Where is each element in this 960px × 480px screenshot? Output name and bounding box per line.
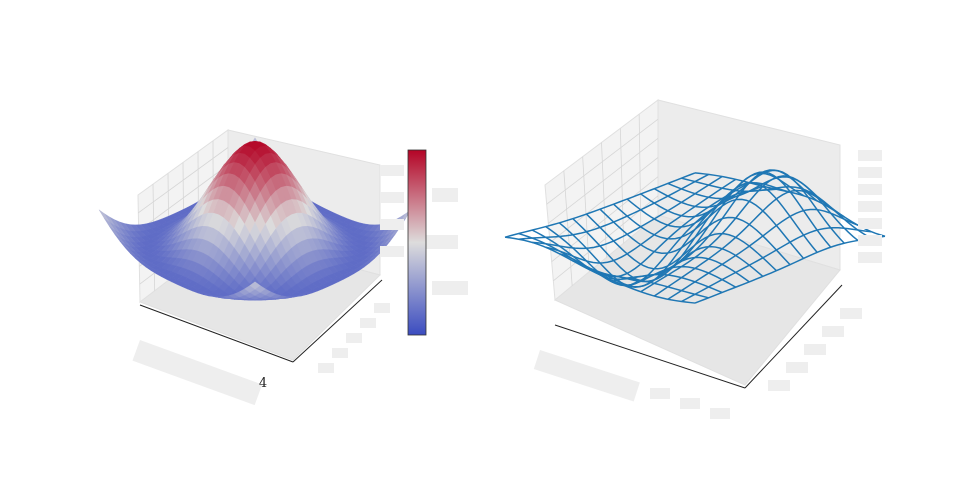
surface-axes: 4 bbox=[98, 129, 468, 406]
axis-label-box bbox=[132, 340, 263, 406]
tick-label-box bbox=[380, 246, 404, 257]
tick-label-box bbox=[380, 192, 404, 203]
tick-label-box bbox=[840, 308, 862, 319]
colorbar bbox=[407, 149, 427, 336]
tick-label-box bbox=[858, 150, 882, 161]
wireframe-axes bbox=[504, 98, 886, 419]
tick-label-box bbox=[786, 362, 808, 373]
axis-line bbox=[139, 304, 294, 363]
tick-label-box bbox=[374, 303, 390, 313]
axis-line bbox=[744, 284, 843, 389]
wireframe-line bbox=[694, 235, 886, 304]
wireframe-line bbox=[558, 222, 750, 288]
tick-label-box bbox=[768, 380, 790, 391]
axis-line bbox=[554, 324, 746, 389]
tick-label-box bbox=[380, 219, 404, 230]
tick-label-box bbox=[858, 167, 882, 178]
axis-label-box bbox=[533, 350, 640, 402]
wireframe-line bbox=[585, 213, 777, 272]
annotation: 4 bbox=[259, 376, 267, 391]
tick-label-box bbox=[858, 218, 882, 229]
tick-label-box bbox=[346, 333, 362, 343]
tick-label-box bbox=[858, 252, 882, 263]
tick-label-box bbox=[822, 326, 844, 337]
tick-label-box bbox=[650, 388, 670, 399]
wireframe-line bbox=[681, 226, 872, 303]
tick-label-box bbox=[380, 165, 404, 176]
colorbar-tick-box bbox=[426, 235, 458, 249]
colorbar-tick-box bbox=[432, 188, 458, 202]
tick-label-box bbox=[858, 201, 882, 212]
wireframe-line bbox=[572, 218, 764, 283]
wireframe-line bbox=[504, 236, 696, 304]
tick-label-box bbox=[680, 398, 700, 409]
wireframe-line bbox=[667, 208, 859, 300]
tick-label-box bbox=[318, 363, 334, 373]
tick-label-box bbox=[710, 408, 730, 419]
wireframe-line bbox=[653, 189, 845, 297]
wireframe-line bbox=[518, 232, 709, 299]
wireframe-line bbox=[640, 175, 832, 293]
tick-label-box bbox=[858, 184, 882, 195]
tick-label-box bbox=[804, 344, 826, 355]
wireframe-line bbox=[599, 208, 791, 266]
tick-label-box bbox=[332, 348, 348, 358]
tick-label-box bbox=[360, 318, 376, 328]
tick-label-box bbox=[858, 235, 882, 246]
colorbar-tick-box bbox=[432, 281, 468, 295]
wireframe-line bbox=[545, 225, 737, 288]
surface-patch bbox=[249, 281, 261, 290]
axis-line bbox=[292, 279, 383, 363]
